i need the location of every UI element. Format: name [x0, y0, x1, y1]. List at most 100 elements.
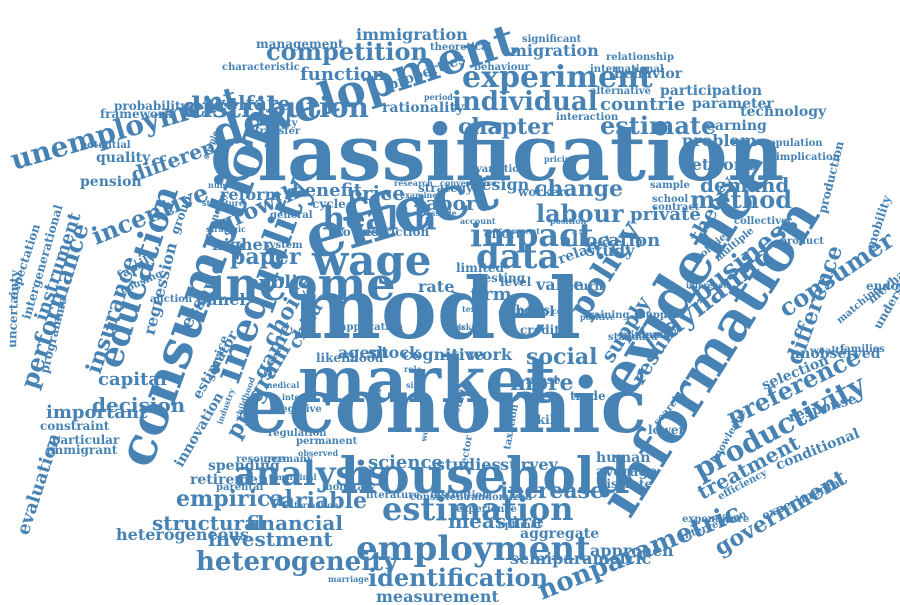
word-data: data	[476, 237, 560, 277]
word-decision: decision	[92, 393, 186, 417]
word-pension: pension	[80, 174, 142, 190]
word-variation: variation	[475, 164, 527, 175]
word-experience: experience	[456, 504, 517, 515]
word-heterogeneity: heterogeneity	[196, 547, 399, 577]
word-agent: agent	[338, 343, 389, 362]
word-chapter: chapter	[458, 114, 553, 140]
word-lower: lower	[648, 423, 686, 437]
word-income: income	[208, 257, 396, 311]
word-trade: trade	[570, 389, 606, 403]
word-studies: studies	[436, 455, 500, 474]
word-possible: possible	[420, 208, 457, 218]
word-relationship: relationship	[606, 52, 674, 63]
word-monetary: monetary	[322, 482, 376, 493]
word-investment: investment	[208, 527, 333, 551]
word-research: research	[394, 178, 433, 188]
word-germany: germany	[264, 454, 314, 465]
word-permanent: permanent	[296, 436, 358, 447]
word-work: work	[467, 345, 513, 364]
word-financial: financial	[246, 511, 343, 535]
word-marriage: marriage	[328, 574, 369, 584]
word-effort: effort	[484, 227, 522, 241]
word-analysis: analysis	[234, 454, 387, 494]
word-identification: identification	[368, 563, 548, 592]
word-restriction: restriction	[358, 225, 430, 239]
word-problem: problem	[682, 131, 757, 150]
word-important: important	[46, 402, 148, 423]
word-change: change	[534, 176, 623, 202]
word-contract: contract	[652, 202, 699, 213]
word-product: product	[780, 236, 824, 247]
word-capital: capital	[98, 369, 167, 390]
word-implication: implication	[776, 152, 841, 163]
word-significant: significant	[522, 34, 582, 45]
word-level: level	[500, 275, 532, 289]
word-rationality: rationality	[382, 100, 465, 116]
word-medical: medical	[264, 380, 299, 390]
word-sample: sample	[650, 180, 690, 191]
word-likelihood: likelihood	[316, 351, 384, 365]
word-design: design	[470, 175, 530, 194]
word-rate: rate	[418, 277, 454, 296]
word-parental: parental	[216, 482, 263, 493]
word-credit: credit	[520, 323, 560, 337]
word-management: management	[256, 37, 344, 51]
word-structural: structural	[152, 511, 265, 535]
word-year: year	[445, 322, 466, 332]
word-variable: variable	[267, 488, 367, 514]
word-distribution: distribution	[182, 91, 369, 124]
word-inference: inference	[686, 280, 728, 290]
word-allocation: allocation	[560, 230, 660, 251]
word-convergence: convergence	[440, 178, 496, 188]
word-model: model	[292, 259, 581, 358]
word-institution: institution	[430, 490, 490, 501]
word-provide: provide	[328, 225, 379, 239]
word-social: social	[526, 344, 597, 370]
word-method: method	[690, 185, 792, 214]
word-behavior: behavior	[614, 66, 683, 82]
word-spending: spending	[208, 458, 280, 474]
word-more: more	[510, 370, 574, 396]
word-alternative: alternative	[590, 86, 651, 97]
word-cost: cost	[552, 306, 571, 316]
word-cognitive: cognitive	[402, 345, 484, 364]
word-thesis: thesis	[510, 303, 550, 317]
word-expenditure: expenditure	[682, 514, 749, 525]
word-optimal: optimal	[498, 520, 541, 531]
word-marginal: marginal	[276, 472, 317, 482]
word-size: size	[406, 380, 423, 390]
word-regulation: regulation	[268, 428, 327, 439]
word-interest: interest	[282, 392, 317, 402]
word-risk: risk	[454, 322, 472, 332]
word-household: household	[340, 446, 630, 505]
word-panel: panel	[196, 290, 245, 309]
word-framework: framework	[100, 107, 173, 121]
word-limited: limited	[456, 261, 505, 275]
word-welfare: welfare	[207, 91, 290, 115]
word-wealth: wealth	[809, 346, 848, 357]
word-resource: resource	[236, 454, 285, 465]
word-transfer: transfer	[255, 126, 301, 137]
word-literature: literature	[366, 490, 420, 501]
word-strategic: strategic	[206, 224, 246, 234]
word-classification: classification	[210, 108, 784, 199]
word-reform: reform	[220, 185, 282, 204]
word-most: most	[526, 373, 559, 387]
word-population: population	[762, 138, 823, 149]
word-semiparametric: semiparametric	[510, 549, 652, 568]
word-collective: collective	[734, 216, 787, 227]
word-employment: employment	[356, 529, 591, 569]
word-worker: worker	[517, 185, 566, 199]
word-wage: wage	[311, 236, 431, 285]
word-labor: labor	[418, 191, 477, 215]
word-potential: potential	[80, 140, 131, 151]
word-health: health	[322, 199, 437, 237]
word-survey: survey	[500, 455, 559, 474]
word-human: human	[596, 450, 650, 466]
word-role: role	[404, 364, 422, 374]
word-average: average	[596, 464, 657, 480]
word-international: international	[590, 64, 664, 75]
word-paper: paper	[230, 244, 301, 270]
word-application: application	[340, 322, 404, 333]
